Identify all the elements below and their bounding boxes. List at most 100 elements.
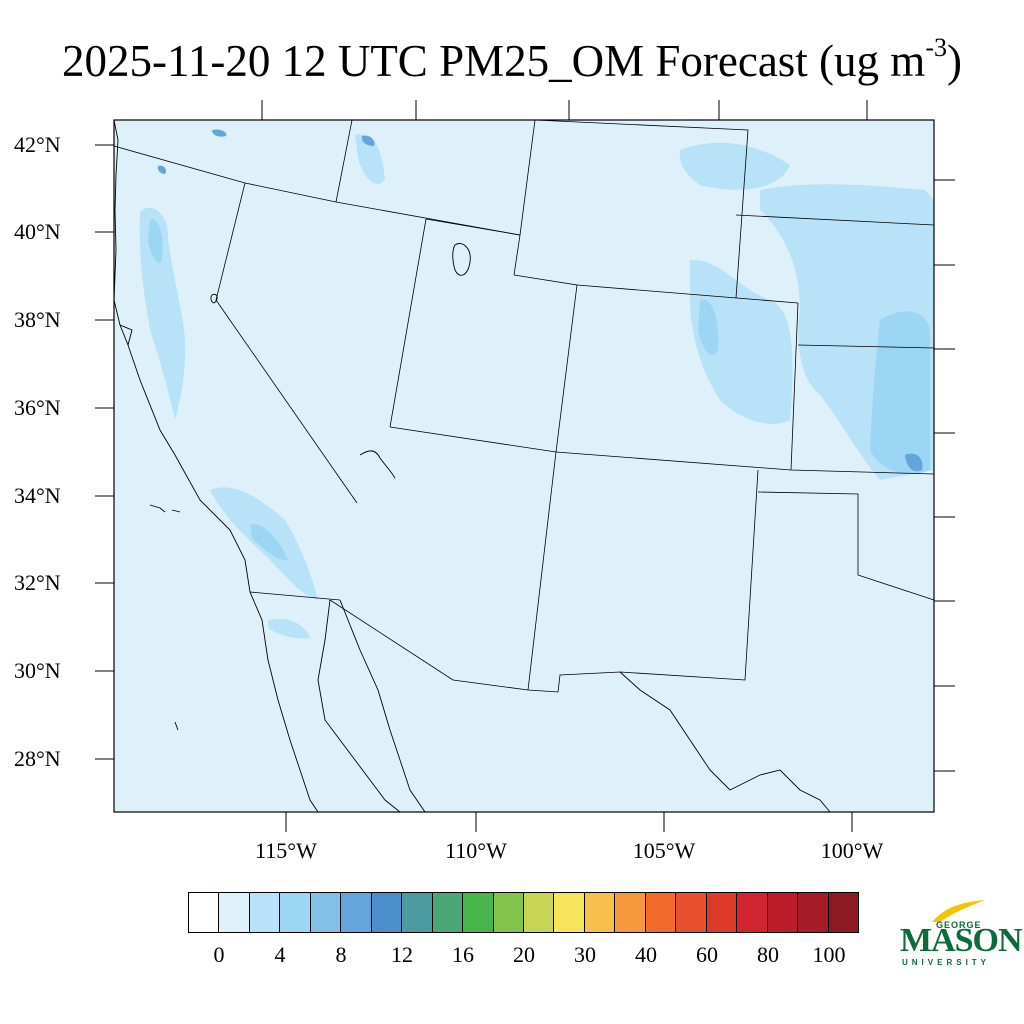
colorbar-swatch-15 [645, 893, 677, 932]
field-sierra-core [148, 219, 163, 263]
border-ne [534, 119, 935, 299]
colorbar-swatch-3 [280, 893, 311, 932]
lon-ticks-top [261, 100, 868, 120]
colorbar-swatch-21 [828, 893, 858, 932]
coast-pacific [113, 119, 319, 813]
colorbar-swatch-14 [615, 893, 646, 932]
field-baja [268, 618, 310, 639]
colorbar-label-80: 80 [757, 942, 779, 967]
colorbar-swatch-11 [523, 893, 555, 932]
border-co-ks [790, 302, 799, 471]
border-ca-nv [215, 182, 358, 504]
border-ca-mx [249, 591, 341, 601]
coast-sonora [339, 599, 426, 813]
lon-label-115: 115°W [255, 838, 317, 863]
map-frame [113, 119, 935, 813]
colorbar-label-0: 0 [213, 942, 225, 967]
logo-flame-icon [932, 900, 985, 922]
colorbar-swatch-6 [371, 893, 403, 932]
coast-sfbay [119, 324, 133, 346]
colorbar-label-8: 8 [335, 942, 347, 967]
title-text: 2025-11-20 12 UTC PM25_OM Forecast (ug m [62, 36, 926, 86]
field-front-range [698, 299, 719, 355]
border-az-mx [329, 469, 759, 693]
lat-ticks-right [934, 179, 955, 772]
coastlines [113, 119, 831, 813]
field-kansas-core [870, 311, 930, 474]
lon-label-105: 105°W [632, 838, 696, 863]
field-sierra [139, 207, 186, 420]
lat-label-32: 32°N [14, 570, 61, 595]
coast-rio-grande [619, 671, 831, 813]
hotspot-kansas [905, 453, 923, 472]
lat-label-28: 28°N [14, 746, 61, 771]
colorbar-swatch-0 [189, 893, 220, 932]
island-guadalupe [174, 721, 179, 731]
gmu-logo: GEORGE MASON UNIVERSITY [900, 898, 1023, 968]
map-title: 2025-11-20 12 UTC PM25_OM Forecast (ug m… [0, 22, 1024, 91]
border-wy-co-ne [513, 234, 799, 304]
colorbar-swatch-8 [432, 893, 464, 932]
border-az-nv-ca [389, 426, 935, 475]
colorbar-swatch-19 [767, 893, 799, 932]
field-utah [355, 134, 385, 185]
border-ks-ok [797, 344, 935, 349]
colorbar-swatch-5 [341, 893, 372, 932]
colorbar-label-12: 12 [391, 942, 413, 967]
hotspot-idaho [212, 129, 227, 137]
colorbar-swatch-9 [463, 893, 494, 932]
field-colorado [690, 259, 793, 424]
colorbar-swatch-2 [249, 893, 281, 932]
colorbar-label-100: 100 [812, 942, 846, 967]
colorbar-swatch-12 [554, 893, 585, 932]
lat-label-38: 38°N [14, 307, 61, 332]
logo-george: GEORGE [936, 920, 982, 930]
colorbar-swatch-18 [737, 893, 768, 932]
border-az-nm [527, 451, 557, 691]
island-channel-1 [149, 504, 166, 513]
lat-label-36: 36°N [14, 395, 61, 420]
lat-label-42: 42°N [14, 132, 61, 157]
lon-ticks-bottom [285, 812, 853, 832]
lon-label-110: 110°W [445, 838, 507, 863]
colorbar-label-40: 40 [635, 942, 657, 967]
colorbar-swatch-16 [676, 893, 707, 932]
lake-salt [452, 243, 471, 276]
lake-tahoe [210, 293, 218, 304]
lon-label-100: 100°W [820, 838, 884, 863]
hotspot-utah [361, 135, 375, 146]
lat-ticks-left [95, 144, 114, 760]
colorbar-label-16: 16 [452, 942, 474, 967]
logo-mason: MASON [900, 922, 1023, 959]
logo-university: UNIVERSITY [902, 958, 991, 967]
island-channel-2 [171, 509, 181, 513]
lat-label-34: 34°N [14, 483, 61, 508]
colorbar-label-4: 4 [274, 942, 286, 967]
lake-mead [359, 450, 396, 479]
field-wyoming [679, 142, 790, 190]
border-id-wy [335, 119, 353, 203]
concentration-fields-medium [148, 219, 930, 561]
field-socal-core [250, 524, 288, 561]
colorbar [188, 892, 859, 933]
colorbar-label-30: 30 [574, 942, 596, 967]
colorbar-swatch-20 [798, 893, 829, 932]
colorbar-swatch-13 [584, 893, 616, 932]
lat-label-30: 30°N [14, 658, 61, 683]
colorbar-swatch-4 [310, 893, 342, 932]
border-tx-nm [757, 491, 935, 601]
colorbar-label-20: 20 [513, 942, 535, 967]
title-superscript: -3 [925, 33, 947, 62]
colorbar-swatch-10 [493, 893, 524, 932]
state-borders [113, 119, 935, 693]
coast-baja-gulf [317, 599, 401, 813]
border-nv-ut [389, 218, 427, 428]
colorbar-swatch-7 [402, 893, 433, 932]
colorbar-swatch-17 [706, 893, 738, 932]
colorbar-swatch-1 [219, 893, 250, 932]
concentration-fields-dark [157, 129, 923, 472]
border-or-ca [113, 145, 246, 184]
hotspot-oregon [157, 165, 167, 174]
title-close: ) [946, 36, 962, 86]
